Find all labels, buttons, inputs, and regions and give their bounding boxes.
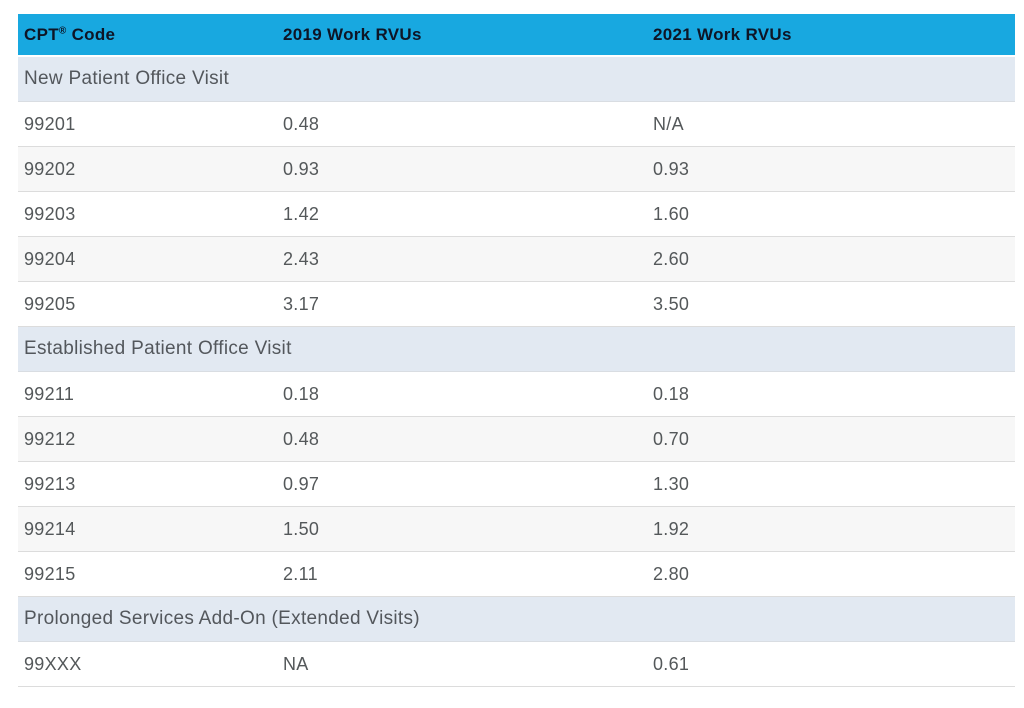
header-row: CPT® Code 2019 Work RVUs 2021 Work RVUs	[18, 14, 1015, 57]
table-row: 99205 3.17 3.50	[18, 281, 1015, 327]
table-row: 99211 0.18 0.18	[18, 371, 1015, 417]
table-row: 99214 1.50 1.92	[18, 506, 1015, 552]
cpt-code-cell: 99201	[18, 101, 283, 147]
section-title: Established Patient Office Visit	[18, 326, 1015, 372]
col-header-2021-work-rvus: 2021 Work RVUs	[653, 14, 1015, 57]
section-title: Prolonged Services Add-On (Extended Visi…	[18, 596, 1015, 642]
cpt-code-cell: 99203	[18, 191, 283, 237]
rvu-2019-cell: 0.48	[283, 416, 653, 462]
table-header: CPT® Code 2019 Work RVUs 2021 Work RVUs	[18, 14, 1015, 57]
table-row: 99215 2.11 2.80	[18, 551, 1015, 597]
section-row: Established Patient Office Visit	[18, 326, 1015, 372]
cpt-code-cell: 99205	[18, 281, 283, 327]
table-row: 99201 0.48 N/A	[18, 101, 1015, 147]
rvu-2021-cell: 1.30	[653, 461, 1015, 507]
table-row: 99212 0.48 0.70	[18, 416, 1015, 462]
cpt-code-cell: 99202	[18, 146, 283, 192]
cpt-code-cell: 99211	[18, 371, 283, 417]
table-row: 99202 0.93 0.93	[18, 146, 1015, 192]
rvu-2021-cell: 1.92	[653, 506, 1015, 552]
section-title: New Patient Office Visit	[18, 56, 1015, 102]
rvu-2019-cell: 2.11	[283, 551, 653, 597]
code-label: Code	[71, 24, 116, 44]
rvu-2021-cell: 0.93	[653, 146, 1015, 192]
table-body: New Patient Office Visit 99201 0.48 N/A 9920…	[18, 56, 1015, 687]
rvu-2021-cell: 0.18	[653, 371, 1015, 417]
cpt-code-cell: 99213	[18, 461, 283, 507]
rvu-2019-cell: 1.42	[283, 191, 653, 237]
cpt-code-cell: 99214	[18, 506, 283, 552]
rvu-2019-cell: 2.43	[283, 236, 653, 282]
section-row: New Patient Office Visit	[18, 56, 1015, 102]
cpt-code-cell: 99212	[18, 416, 283, 462]
cpt-code-cell: 99204	[18, 236, 283, 282]
rvu-2021-cell: 2.60	[653, 236, 1015, 282]
rvu-2019-cell: 3.17	[283, 281, 653, 327]
rvu-2019-cell: 0.97	[283, 461, 653, 507]
rvu-2021-cell: 1.60	[653, 191, 1015, 237]
table-row: 99203 1.42 1.60	[18, 191, 1015, 237]
rvu-2019-cell: 1.50	[283, 506, 653, 552]
section-row: Prolonged Services Add-On (Extended Visi…	[18, 596, 1015, 642]
rvu-2021-cell: 2.80	[653, 551, 1015, 597]
col-header-2019-work-rvus: 2019 Work RVUs	[283, 14, 653, 57]
rvu-2021-cell: 3.50	[653, 281, 1015, 327]
rvu-2021-cell: 0.61	[653, 641, 1015, 687]
rvu-2019-cell: 0.48	[283, 101, 653, 147]
table-row: 99XXX NA 0.61	[18, 641, 1015, 687]
col-header-cpt-code: CPT® Code	[18, 14, 283, 57]
rvu-2019-cell: 0.18	[283, 371, 653, 417]
table-row: 99213 0.97 1.30	[18, 461, 1015, 507]
rvu-2021-cell: N/A	[653, 101, 1015, 147]
table-row: 99204 2.43 2.60	[18, 236, 1015, 282]
cpt-label: CPT	[24, 24, 59, 44]
rvu-2019-cell: 0.93	[283, 146, 653, 192]
rvu-2021-cell: 0.70	[653, 416, 1015, 462]
cpt-code-cell: 99215	[18, 551, 283, 597]
rvu-2019-cell: NA	[283, 641, 653, 687]
table-container: CPT® Code 2019 Work RVUs 2021 Work RVUs N…	[18, 14, 1015, 687]
registered-trademark-symbol: ®	[58, 24, 67, 36]
rvu-table: CPT® Code 2019 Work RVUs 2021 Work RVUs N…	[18, 14, 1015, 687]
cpt-code-cell: 99XXX	[18, 641, 283, 687]
